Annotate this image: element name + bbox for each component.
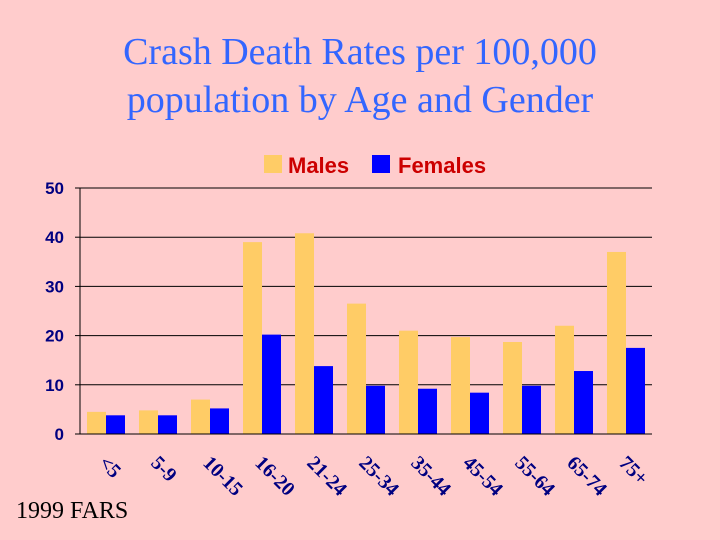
- bar-females-5: [366, 385, 385, 434]
- x-tick-label-7: 45-54: [458, 452, 507, 501]
- bar-females-2: [210, 408, 229, 434]
- bar-females-10: [626, 347, 645, 434]
- bar-females-6: [418, 388, 437, 434]
- y-tick-label-3: 30: [45, 277, 64, 296]
- x-tick-label-0: <5: [94, 452, 125, 483]
- bar-females-4: [314, 366, 333, 434]
- x-tick-label-3: 16-20: [250, 452, 299, 501]
- legend-swatch-females: [372, 155, 390, 173]
- bar-females-0: [106, 415, 125, 434]
- x-tick-label-9: 65-74: [562, 452, 611, 501]
- bar-females-9: [574, 371, 593, 434]
- source-label: 1999 FARS: [16, 498, 129, 524]
- legend-label-females: Females: [398, 153, 486, 178]
- bar-males-9: [555, 325, 574, 434]
- y-axis-ticks: 0 10 20 30 40 50: [45, 179, 80, 444]
- title-line-2: population by Age and Gender: [126, 79, 594, 121]
- y-tick-label-5: 50: [45, 179, 64, 198]
- bar-males-6: [399, 330, 418, 434]
- x-tick-label-6: 35-44: [406, 452, 455, 501]
- x-tick-label-4: 21-24: [302, 452, 351, 501]
- title-line-1: Crash Death Rates per 100,000: [123, 31, 597, 73]
- x-tick-label-1: 5-9: [146, 452, 180, 486]
- y-tick-label-4: 40: [45, 228, 64, 247]
- bar-males-7: [451, 337, 470, 434]
- x-tick-label-8: 55-64: [510, 452, 559, 501]
- bar-males-5: [347, 303, 366, 434]
- bar-females-1: [158, 415, 177, 434]
- bar-males-2: [191, 399, 210, 434]
- bar-females-8: [522, 385, 541, 434]
- bar-males-8: [503, 341, 522, 434]
- y-tick-label-0: 0: [55, 425, 64, 444]
- x-tick-label-10: 75+: [614, 452, 652, 490]
- chart-title: Crash Death Rates per 100,000 population…: [0, 28, 720, 124]
- x-axis-ticks: <5 5-9 10-15 16-20 21-24 25-34 35-44 45-54 55-64…: [94, 452, 652, 501]
- x-tick-label-2: 10-15: [198, 452, 247, 501]
- bar-males-10: [607, 251, 626, 434]
- x-tick-label-5: 25-34: [354, 452, 403, 501]
- legend: Males Females: [264, 153, 486, 178]
- bars: [87, 233, 645, 434]
- y-tick-label-2: 20: [45, 327, 64, 346]
- legend-swatch-males: [264, 155, 282, 173]
- legend-label-males: Males: [288, 153, 349, 178]
- y-tick-label-1: 10: [45, 376, 64, 395]
- bar-females-3: [262, 334, 281, 434]
- bar-males-1: [139, 410, 158, 434]
- bar-males-0: [87, 411, 106, 434]
- bar-males-4: [295, 233, 314, 434]
- bar-males-3: [243, 242, 262, 434]
- bar-females-7: [470, 392, 489, 434]
